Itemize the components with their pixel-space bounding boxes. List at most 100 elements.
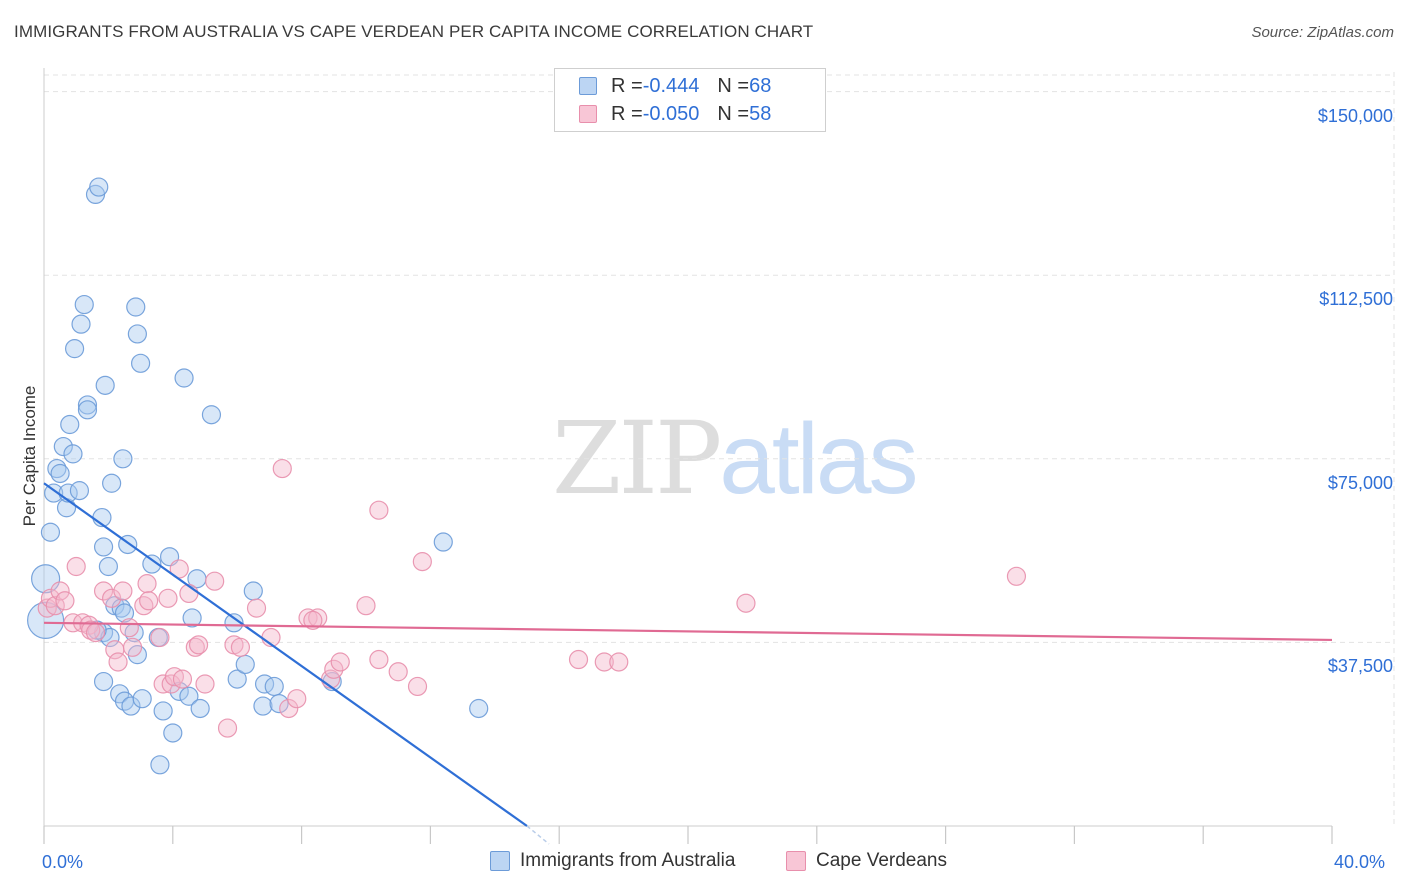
legend-n-label: N = — [717, 74, 750, 97]
cape-verdean-point-2 — [45, 596, 65, 616]
cape-verdean-point-32 — [205, 571, 225, 591]
cape-verdean-point-20 — [139, 591, 159, 611]
australia-point-54 — [235, 654, 255, 675]
legend-r-value: -0.050 — [642, 102, 700, 125]
australia-point-46 — [174, 368, 194, 388]
cape-verdean-point-47 — [369, 500, 389, 520]
cape-verdean-point-35 — [230, 637, 251, 657]
cape-verdean-point-38 — [272, 458, 292, 479]
australia-point-51 — [201, 405, 222, 425]
cape-verdean-point-29 — [185, 637, 205, 657]
cape-verdean-point-21 — [150, 627, 170, 648]
australia-point-21 — [93, 671, 114, 692]
bottom-legend-label: Immigrants from Australia — [520, 850, 736, 871]
australia-point-23 — [95, 375, 115, 395]
chart-source: Source: ZipAtlas.com — [1251, 24, 1394, 41]
australia-point-58 — [264, 676, 284, 697]
cape-verdean-point-17 — [122, 637, 143, 657]
cape-verdean-point-14 — [108, 652, 128, 672]
cape-verdean-point-11 — [93, 581, 114, 601]
australia-point-56 — [253, 696, 273, 716]
bottom-legend-cape-verdean: Cape Verdeans — [786, 850, 947, 872]
australia-point-40 — [142, 554, 162, 574]
cape-verdean-point-46 — [356, 596, 376, 616]
cape-verdean-point-48 — [369, 649, 389, 670]
legend-swatch-blue — [579, 77, 597, 95]
legend-r-label: R = — [611, 74, 643, 97]
australia-point-2 — [40, 522, 61, 542]
cape-verdean-point-31 — [195, 674, 215, 694]
australia-point-59 — [269, 693, 289, 714]
australia-point-63 — [150, 755, 170, 775]
cape-verdean-point-50 — [407, 676, 428, 697]
legend-r-label: R = — [611, 102, 643, 125]
australia-point-5 — [50, 463, 70, 484]
cape-verdean-point-56 — [1006, 566, 1027, 586]
cape-verdean-point-49 — [388, 662, 408, 682]
legend-n-value: 58 — [749, 102, 772, 125]
cape-verdean-point-12 — [102, 588, 122, 608]
australia-point-44 — [163, 723, 183, 743]
australia-point-24 — [98, 556, 119, 577]
y-tick-label-3: $150,000 — [1317, 105, 1393, 126]
australia-point-42 — [153, 701, 173, 721]
australia-point-13 — [71, 314, 91, 334]
bottom-legend-label: Cape Verdeans — [816, 850, 947, 871]
cape-verdean-point-25 — [164, 667, 185, 687]
y-tick-label-2: $112,500 — [1319, 289, 1393, 310]
australia-point-48 — [182, 608, 202, 628]
bottom-legend-swatch-blue — [490, 851, 510, 871]
legend-row-australia: R = -0.444 N = 68 — [579, 74, 771, 98]
cape-verdean-point-52 — [568, 649, 589, 670]
cape-verdean-point-16 — [119, 618, 139, 638]
x-tick-max: 40.0% — [1334, 852, 1386, 872]
cape-verdean-point-45 — [330, 652, 350, 672]
australia-point-61 — [433, 532, 453, 552]
legend-swatch-pink — [579, 105, 597, 123]
australia-point-18 — [89, 177, 109, 197]
cape-verdean-point-53 — [594, 652, 614, 672]
series-australia-points — [27, 177, 489, 775]
legend-n-label: N = — [717, 102, 750, 125]
australia-point-11 — [64, 339, 85, 359]
y-axis-label: Per Capita Income — [20, 385, 39, 527]
australia-point-50 — [190, 698, 210, 719]
cape-verdean-point-15 — [113, 581, 133, 601]
australia-point-15 — [77, 395, 98, 415]
cape-verdean-point-23 — [158, 588, 178, 608]
australia-point-39 — [132, 689, 152, 709]
axes — [43, 68, 1333, 844]
stats-legend: R = -0.444 N = 68 R = -0.050 N = 58 — [554, 68, 826, 132]
chart-title: IMMIGRANTS FROM AUSTRALIA VS CAPE VERDEA… — [14, 22, 814, 41]
australia-point-3 — [44, 483, 64, 503]
australia-point-1 — [27, 601, 65, 639]
bottom-legend-swatch-pink — [786, 851, 806, 871]
cape-verdean-point-3 — [50, 581, 70, 601]
australia-point-14 — [74, 294, 94, 315]
grid-lines — [44, 72, 1395, 826]
trend-line-cape-verdean — [43, 621, 1333, 642]
bottom-legend-australia: Immigrants from Australia — [490, 850, 735, 872]
australia-point-37 — [127, 324, 147, 344]
cape-verdean-point-39 — [279, 698, 299, 719]
australia-point-62 — [469, 698, 489, 719]
australia-point-38 — [131, 353, 151, 373]
australia-point-12 — [69, 481, 90, 501]
cape-verdean-point-4 — [55, 591, 75, 611]
australia-point-36 — [126, 297, 146, 317]
australia-point-30 — [113, 449, 133, 469]
trend-line-australia-extension — [526, 825, 550, 845]
cape-verdean-point-6 — [66, 556, 86, 577]
trend-lines — [43, 482, 1333, 845]
australia-point-26 — [102, 473, 122, 493]
australia-point-53 — [227, 669, 247, 689]
cape-verdean-point-36 — [246, 598, 267, 618]
cape-verdean-point-27 — [172, 669, 193, 689]
cape-verdean-point-22 — [153, 674, 173, 694]
cape-verdean-point-40 — [287, 689, 307, 709]
x-tick-min: 0.0% — [42, 852, 84, 872]
australia-point-55 — [243, 581, 263, 601]
cape-verdean-point-57 — [303, 610, 323, 630]
cape-verdean-point-54 — [609, 652, 629, 672]
